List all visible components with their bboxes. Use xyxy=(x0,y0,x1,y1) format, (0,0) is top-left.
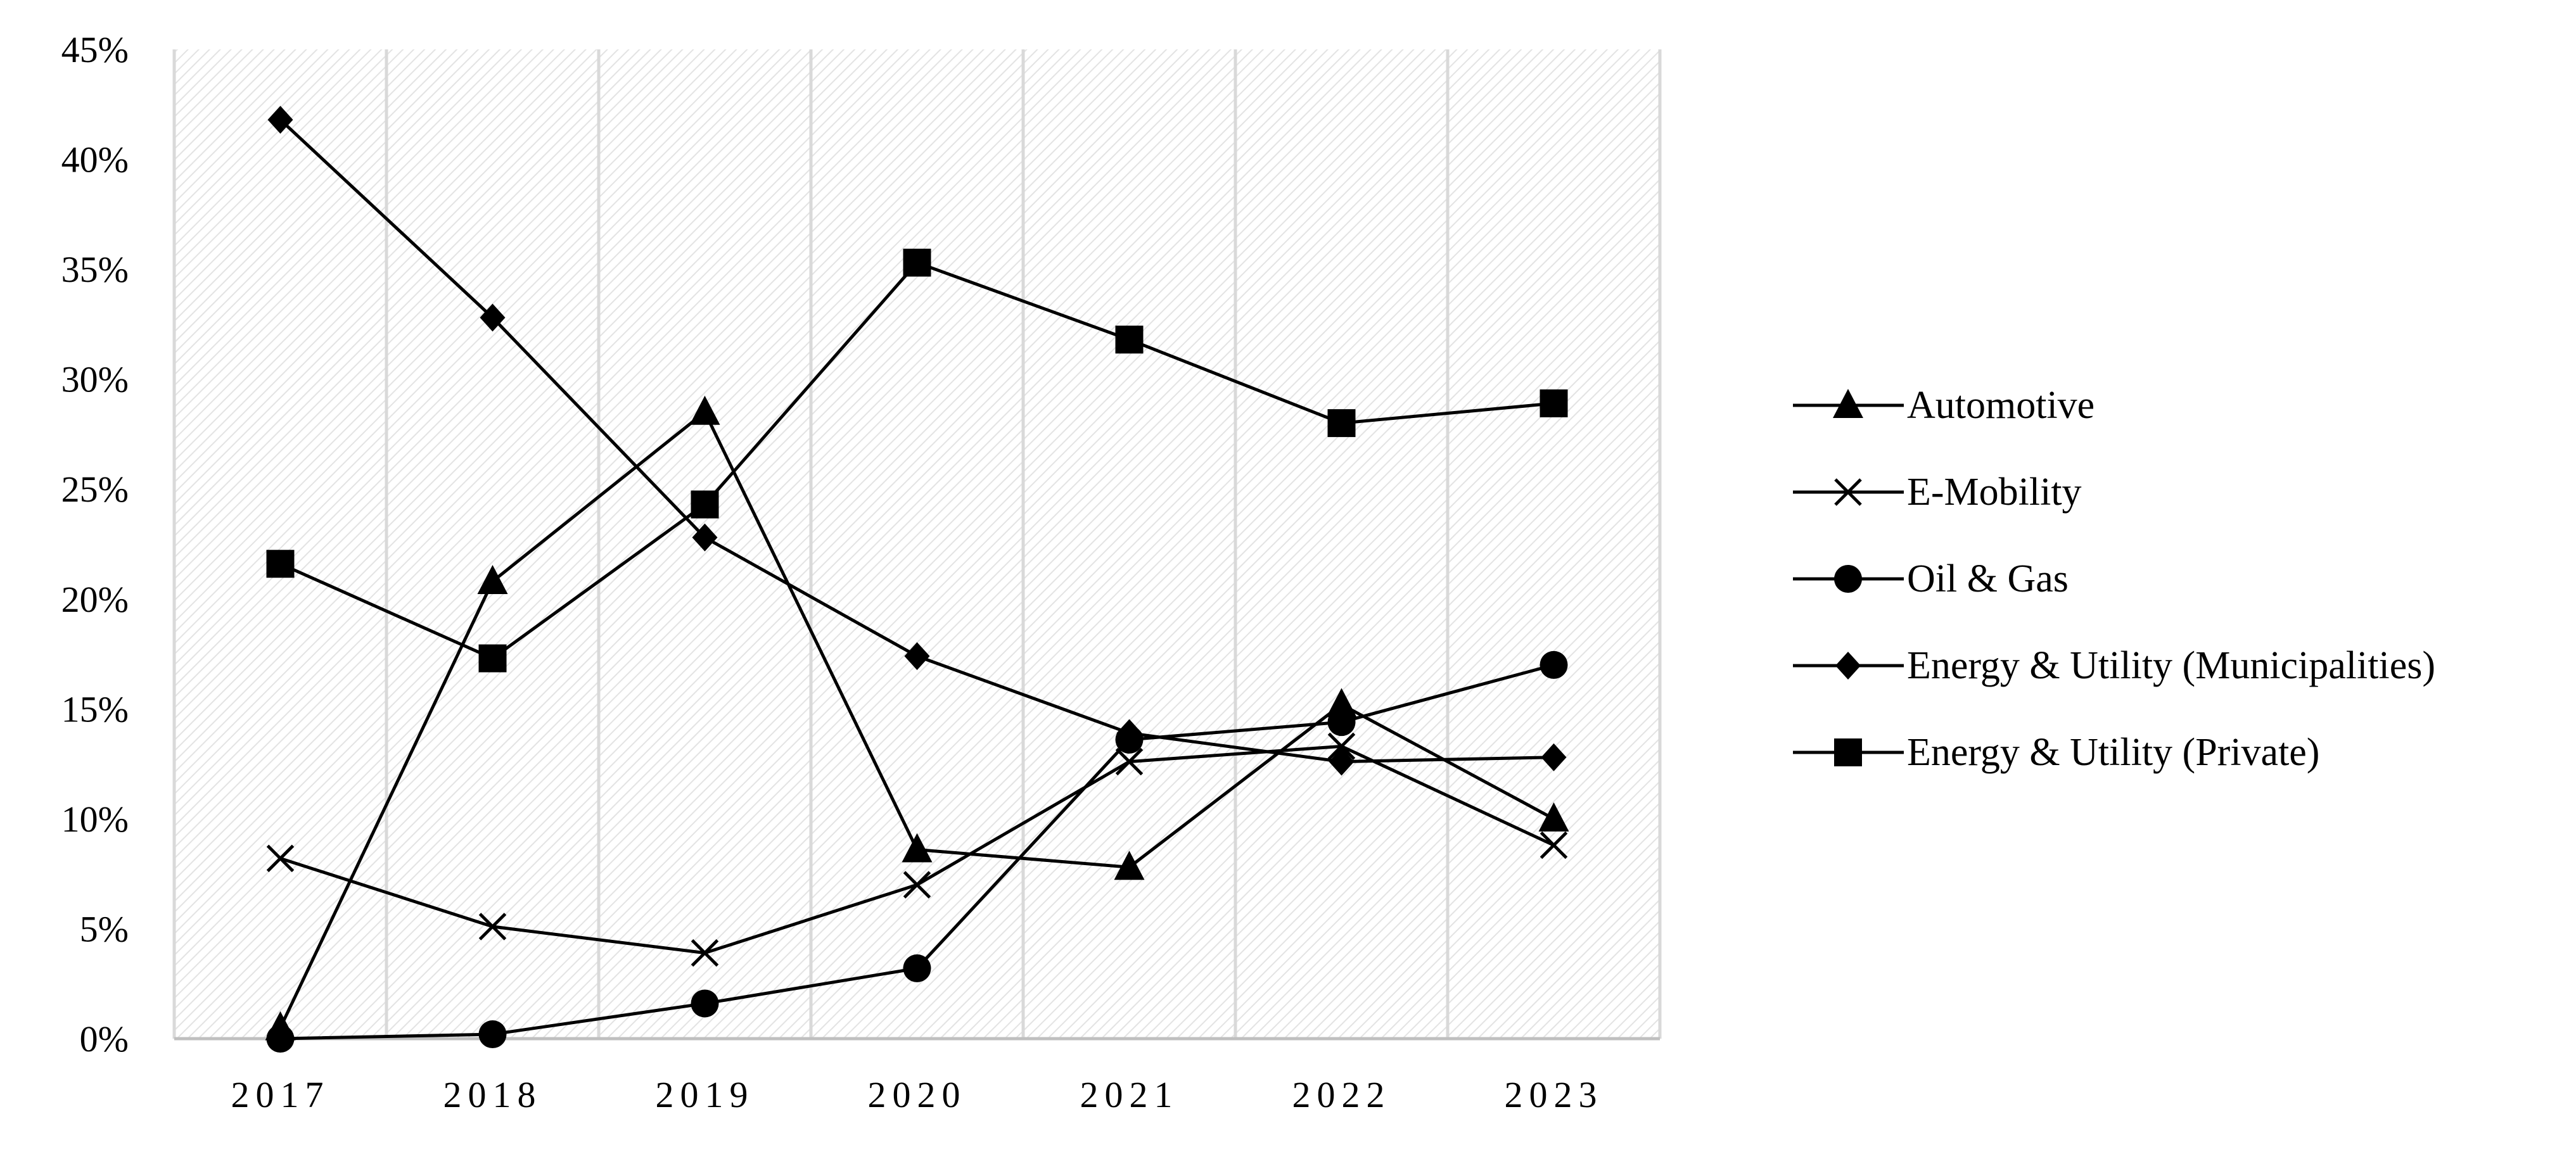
legend-item-e-mobility: E-Mobility xyxy=(1793,471,2082,514)
data-point-automotive xyxy=(1114,851,1145,880)
data-point-energy-and-utility-private xyxy=(1115,326,1144,354)
data-point-energy-and-utility-private xyxy=(1327,409,1356,438)
data-point-energy-and-utility-private xyxy=(1540,389,1568,417)
legend-label: Energy & Utility (Municipalities) xyxy=(1907,644,2435,687)
data-point-e-mobility xyxy=(1115,747,1144,776)
legend-label: Energy & Utility (Private) xyxy=(1907,731,2319,774)
series-energy-and-utility-municipalities xyxy=(267,106,1567,776)
data-point-energy-and-utility-municipalities xyxy=(1116,719,1142,747)
data-point-energy-and-utility-municipalities xyxy=(480,303,506,332)
x-tick-label: 2017 xyxy=(231,1074,330,1115)
y-tick-label: 5% xyxy=(80,908,129,949)
data-point-oil-and-gas xyxy=(1327,708,1356,737)
legend-marker-icon xyxy=(1834,738,1862,766)
data-point-energy-and-utility-municipalities xyxy=(692,523,718,552)
series-oil-and-gas xyxy=(266,650,1568,1053)
data-point-e-mobility xyxy=(691,939,719,967)
legend-label: E-Mobility xyxy=(1907,471,2082,514)
legend-label: Automotive xyxy=(1907,384,2095,427)
data-point-oil-and-gas xyxy=(1540,650,1568,679)
axes: 0% 5% 10% 15% 20% 25% 30% 35% 40% 45% 2017 2018 2019… xyxy=(61,29,1660,1115)
x-tick-label: 2020 xyxy=(868,1074,967,1115)
data-point-energy-and-utility-municipalities xyxy=(267,106,293,134)
x-tick-label: 2023 xyxy=(1505,1074,1604,1115)
plot-area-background xyxy=(174,49,1660,1039)
y-tick-label: 10% xyxy=(61,799,129,840)
legend-item-energy-and-utility-municipalities: Energy & Utility (Municipalities) xyxy=(1793,644,2435,687)
data-point-oil-and-gas xyxy=(478,1020,507,1049)
y-tick-label: 40% xyxy=(61,139,129,180)
legend-item-oil-and-gas: Oil & Gas xyxy=(1793,557,2069,600)
data-point-energy-and-utility-municipalities xyxy=(1541,743,1567,771)
legend: Automotive E-Mobility Oil & Gas Energy & Ut… xyxy=(1793,384,2435,774)
y-tick-label: 0% xyxy=(80,1018,129,1060)
data-point-automotive xyxy=(477,565,508,595)
x-tick-label: 2019 xyxy=(656,1074,755,1115)
gridlines xyxy=(172,49,1662,1039)
data-point-oil-and-gas xyxy=(266,1025,295,1053)
data-point-e-mobility xyxy=(903,871,931,899)
data-point-energy-and-utility-private xyxy=(266,550,295,578)
data-point-energy-and-utility-private xyxy=(478,644,507,673)
data-point-e-mobility xyxy=(266,844,295,873)
data-point-automotive xyxy=(1538,802,1569,832)
y-tick-label: 30% xyxy=(61,359,129,400)
legend-marker-icon xyxy=(1834,565,1862,593)
y-tick-label: 45% xyxy=(61,29,129,70)
legend-item-automotive: Automotive xyxy=(1793,384,2095,427)
legend-marker-icon xyxy=(1835,652,1861,680)
y-tick-label: 25% xyxy=(61,469,129,510)
x-tick-label: 2018 xyxy=(443,1074,542,1115)
legend-item-energy-and-utility-private: Energy & Utility (Private) xyxy=(1793,731,2319,774)
legend-marker-icon xyxy=(1834,478,1862,506)
series-layer xyxy=(265,106,1569,1053)
data-point-automotive xyxy=(902,833,933,863)
data-point-automotive xyxy=(1326,688,1357,718)
data-point-energy-and-utility-municipalities xyxy=(904,642,930,671)
series-e-mobility xyxy=(266,732,1568,967)
data-point-automotive xyxy=(689,395,720,425)
data-point-energy-and-utility-private xyxy=(691,490,719,519)
data-point-e-mobility xyxy=(1327,732,1356,761)
legend-label: Oil & Gas xyxy=(1907,557,2069,600)
data-point-oil-and-gas xyxy=(691,989,719,1018)
data-point-e-mobility xyxy=(478,913,507,940)
x-tick-label: 2021 xyxy=(1080,1074,1179,1115)
data-point-oil-and-gas xyxy=(903,954,931,982)
series-energy-and-utility-private xyxy=(266,248,1568,673)
data-point-e-mobility xyxy=(1540,831,1568,859)
y-tick-label: 15% xyxy=(61,688,129,730)
data-point-energy-and-utility-municipalities xyxy=(1329,747,1355,776)
x-tick-label: 2022 xyxy=(1292,1074,1391,1115)
legend-marker-icon xyxy=(1833,389,1863,418)
y-tick-label: 20% xyxy=(61,579,129,620)
data-point-energy-and-utility-private xyxy=(903,248,931,277)
y-tick-label: 35% xyxy=(61,249,129,290)
